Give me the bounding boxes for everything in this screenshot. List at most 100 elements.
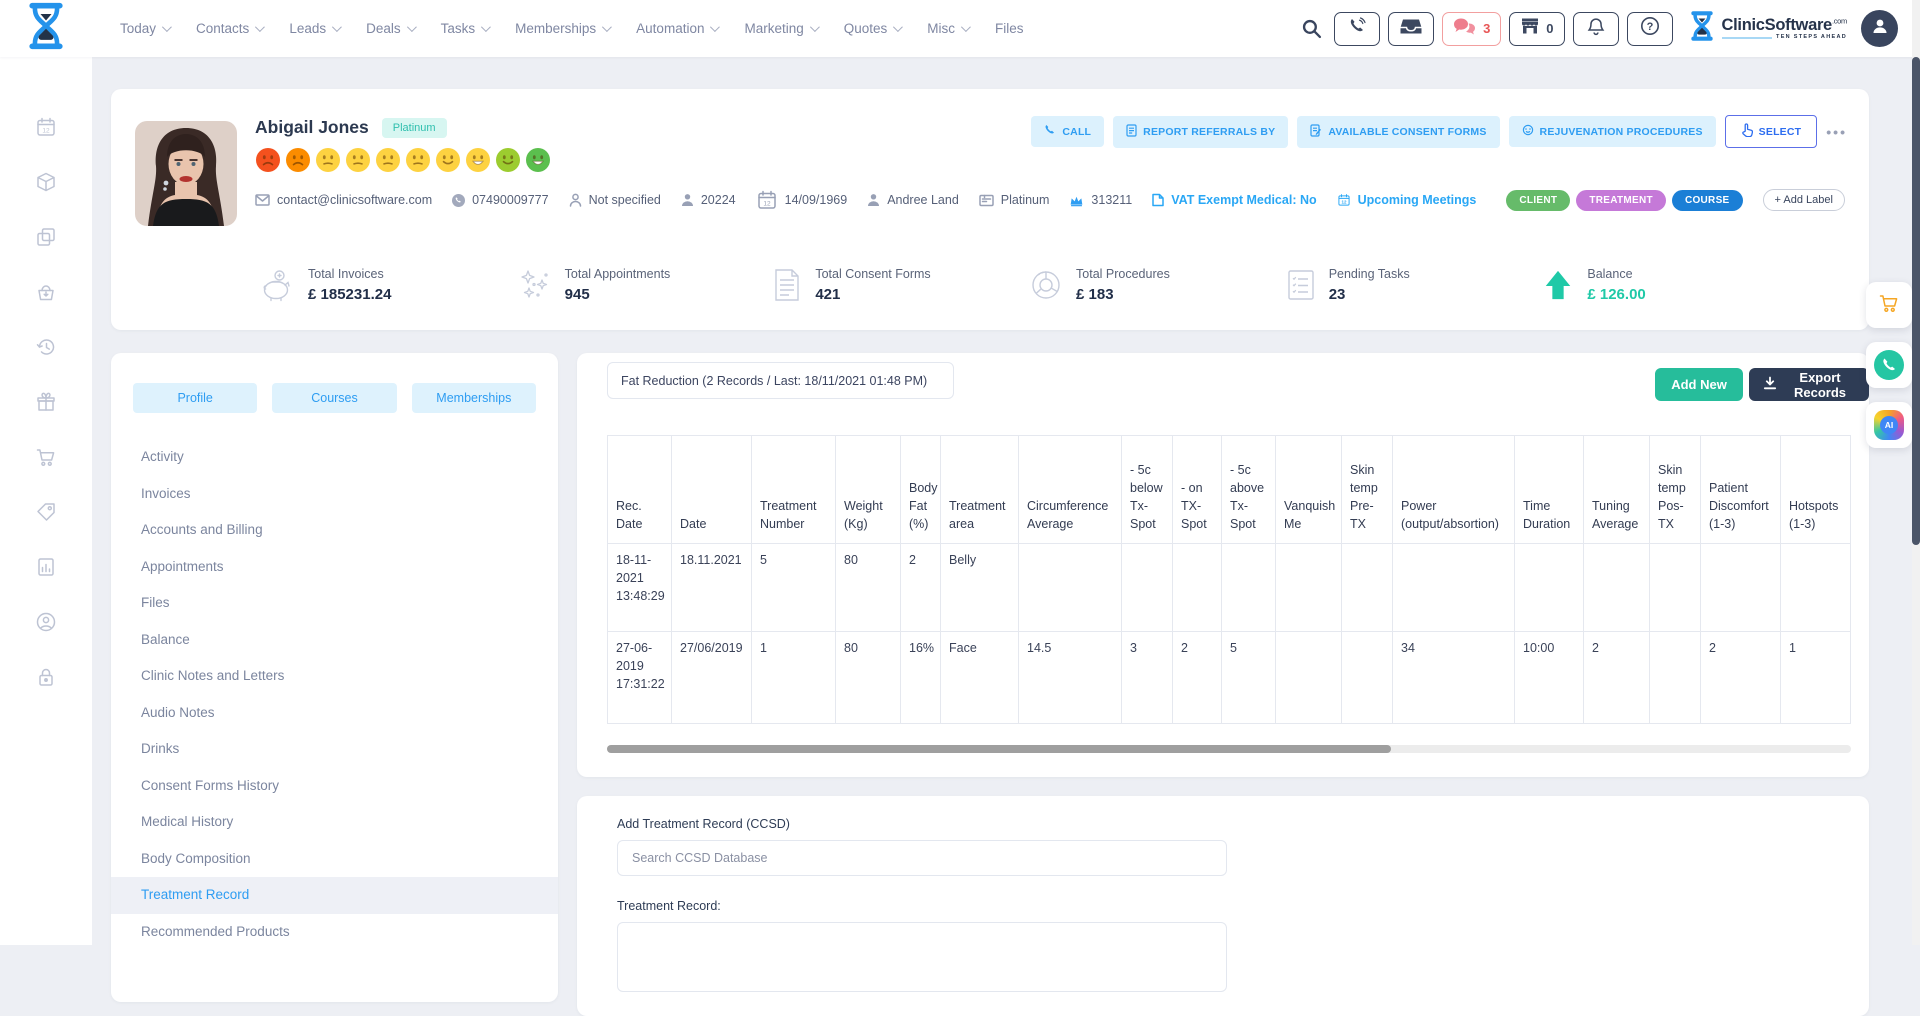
user-avatar[interactable] (1861, 10, 1898, 47)
rail-calendar-icon[interactable]: 12 (0, 99, 92, 154)
nav-item-contacts[interactable]: Contacts (196, 21, 262, 36)
rail-lock-icon[interactable] (0, 649, 92, 704)
satisfaction-emoji-1-frown[interactable] (255, 147, 281, 173)
floating-whatsapp-phone-button[interactable] (1866, 342, 1912, 388)
ccsd-search-input[interactable] (617, 840, 1227, 876)
stat-label: Total Invoices (308, 267, 391, 281)
table-cell (1515, 544, 1584, 632)
chevron-down-icon (332, 22, 342, 32)
nav-item-marketing[interactable]: Marketing (744, 21, 816, 36)
rail-basket-icon[interactable] (0, 264, 92, 319)
calendar-contact-item: 1214/09/1969 (756, 189, 848, 211)
nav-item-label: Today (120, 21, 156, 36)
nav-item-memberships[interactable]: Memberships (515, 21, 609, 36)
treatment-record-input[interactable] (617, 922, 1227, 992)
patient-labels: CLIENTTREATMENTCOURSE (1506, 190, 1742, 211)
rail-gift-icon[interactable] (0, 374, 92, 429)
table-cell: 2 (1584, 632, 1650, 724)
satisfaction-emoji-5-meh[interactable] (375, 147, 401, 173)
nav-item-deals[interactable]: Deals (366, 21, 414, 36)
table-horizontal-scrollbar[interactable] (607, 745, 1851, 753)
satisfaction-emoji-10-grin[interactable] (525, 147, 551, 173)
sidebar-item-balance[interactable]: Balance (111, 622, 558, 659)
donut-chart-icon (1029, 268, 1063, 302)
sidebar-item-invoices[interactable]: Invoices (111, 476, 558, 513)
table-cell (1276, 632, 1342, 724)
sidebar-item-clinic-notes-and-letters[interactable]: Clinic Notes and Letters (111, 658, 558, 695)
add-label-button[interactable]: + Add Label (1763, 189, 1845, 211)
chat-button[interactable]: 3 (1442, 12, 1501, 46)
satisfaction-emoji-2-frown[interactable] (285, 147, 311, 173)
app-logo[interactable] (0, 2, 92, 55)
store-button[interactable]: 0 (1509, 12, 1564, 46)
tab-profile[interactable]: Profile (133, 383, 257, 413)
export-records-button[interactable]: Export Records (1749, 368, 1869, 401)
sidebar-item-accounts-and-billing[interactable]: Accounts and Billing (111, 512, 558, 549)
nav-item-leads[interactable]: Leads (289, 21, 339, 36)
brand-logo[interactable]: ClinicSoftware.com TEN STEPS AHEAD (1689, 11, 1847, 46)
nav-item-automation[interactable]: Automation (636, 21, 717, 36)
envelope-contact-item[interactable]: contact@clinicsoftware.com (255, 193, 432, 207)
phone-icon (452, 194, 465, 207)
rail-copy-icon[interactable] (0, 209, 92, 264)
search-icon[interactable] (1301, 18, 1322, 39)
rail-report-icon[interactable] (0, 539, 92, 594)
page-scrollbar-thumb[interactable] (1912, 57, 1920, 545)
satisfaction-emoji-8-grin[interactable] (465, 147, 491, 173)
sidebar-item-consent-forms-history[interactable]: Consent Forms History (111, 768, 558, 805)
nav-item-quotes[interactable]: Quotes (844, 21, 901, 36)
rail-cart-icon[interactable] (0, 429, 92, 484)
nav-item-files[interactable]: Files (995, 21, 1024, 36)
table-row[interactable]: 18-11-2021 13:48:2918.11.20215802Belly (608, 544, 1852, 632)
nav-item-tasks[interactable]: Tasks (441, 21, 489, 36)
tab-memberships[interactable]: Memberships (412, 383, 536, 413)
floating-cart-button[interactable] (1866, 282, 1912, 328)
sidebar-item-medical-history[interactable]: Medical History (111, 804, 558, 841)
rail-price-tag-icon[interactable] (0, 484, 92, 539)
satisfaction-emoji-6-meh[interactable] (405, 147, 431, 173)
rail-package-icon[interactable] (0, 154, 92, 209)
phone-call-button[interactable] (1334, 12, 1380, 46)
contact-item-text: 313211 (1091, 193, 1132, 207)
calendar-check-contact-item[interactable]: 12Upcoming Meetings (1337, 193, 1477, 207)
person-contact-item: Andree Land (867, 193, 959, 207)
satisfaction-emoji-3-meh[interactable] (315, 147, 341, 173)
table-cell (1122, 544, 1173, 632)
rail-history-icon[interactable] (0, 319, 92, 374)
satisfaction-emoji-9-smile[interactable] (495, 147, 521, 173)
records-filter-select[interactable]: Fat Reduction (2 Records / Last: 18/11/2… (607, 362, 954, 399)
table-cell (1019, 544, 1122, 632)
table-cell: 16% (901, 632, 941, 724)
calendar-check-icon: 12 (1337, 193, 1351, 207)
satisfaction-emoji-4-meh[interactable] (345, 147, 371, 173)
sidebar-item-activity[interactable]: Activity (111, 439, 558, 476)
file-contact-item[interactable]: VAT Exempt Medical: No (1152, 193, 1316, 207)
arrow-up-icon (1542, 268, 1574, 302)
sidebar-item-treatment-record[interactable]: Treatment Record (111, 877, 558, 914)
column-header: Skin temp Pos- TX (1650, 436, 1701, 544)
inbox-button[interactable] (1388, 12, 1434, 46)
table-cell: 2 (1173, 632, 1222, 724)
satisfaction-emoji-7-smile[interactable] (435, 147, 461, 173)
notifications-button[interactable] (1573, 12, 1619, 46)
floating-ai-button[interactable]: AI (1866, 402, 1912, 448)
sidebar-item-drinks[interactable]: Drinks (111, 731, 558, 768)
id-card-contact-item: Platinum (979, 193, 1050, 207)
sidebar-item-appointments[interactable]: Appointments (111, 549, 558, 586)
column-header: Body Fat (%) (901, 436, 941, 544)
add-new-button[interactable]: Add New (1655, 368, 1743, 401)
nav-item-misc[interactable]: Misc (927, 21, 968, 36)
sidebar-item-audio-notes[interactable]: Audio Notes (111, 695, 558, 732)
chevron-down-icon (162, 22, 172, 32)
nav-item-label: Memberships (515, 21, 596, 36)
sidebar-item-files[interactable]: Files (111, 585, 558, 622)
tab-courses[interactable]: Courses (272, 383, 396, 413)
table-row[interactable]: 27-06-2019 17:31:2227/06/201918016%Face1… (608, 632, 1852, 724)
help-button[interactable]: ? (1627, 12, 1673, 46)
phone-contact-item[interactable]: 07490009777 (452, 193, 548, 207)
sidebar-item-body-composition[interactable]: Body Composition (111, 841, 558, 878)
scrollbar-thumb[interactable] (607, 745, 1391, 753)
rail-account-icon[interactable] (0, 594, 92, 649)
page-scrollbar[interactable] (1912, 0, 1920, 945)
nav-item-today[interactable]: Today (120, 21, 169, 36)
